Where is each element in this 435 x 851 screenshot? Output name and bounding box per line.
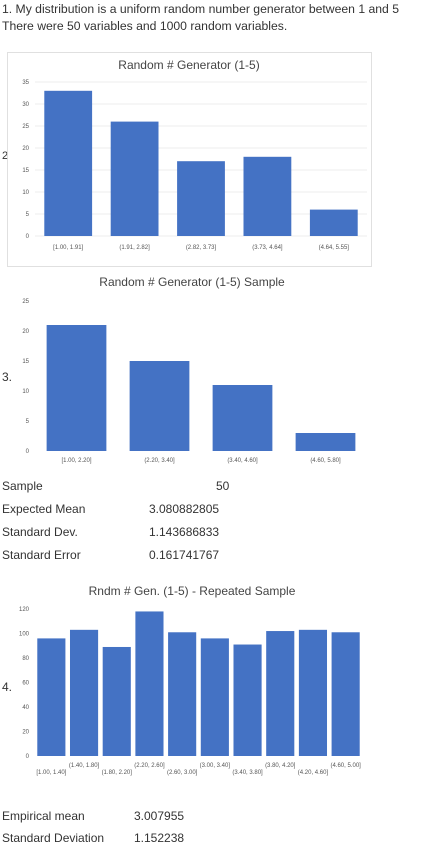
x-tick-label: (4.60, 5.80] <box>310 458 341 464</box>
empirical-mean-label: Empirical mean <box>2 809 85 823</box>
sample-value: 50 <box>216 479 230 493</box>
intro-line-1: 1. My distribution is a uniform random n… <box>2 2 399 16</box>
bar <box>129 361 190 451</box>
y-tick-label: 0 <box>26 754 30 760</box>
y-tick-label: 30 <box>22 102 29 108</box>
chart-2-title: Random # Generator (1-5) Sample <box>99 275 285 289</box>
bar <box>37 638 66 756</box>
y-tick-label: 40 <box>22 705 29 711</box>
y-tick-label: 25 <box>22 124 29 130</box>
x-tick-label: (3.80, 4.20] <box>265 763 296 769</box>
bar <box>233 644 262 756</box>
bar <box>69 629 99 756</box>
standard-error-label: Standard Error <box>2 548 81 562</box>
y-tick-label: 20 <box>22 730 29 736</box>
x-tick-label: [1.00, 1.91] <box>53 245 83 251</box>
section-marker-2: 2. <box>2 150 12 162</box>
bar <box>135 611 164 756</box>
expected-mean-value: 3.080882805 <box>149 502 220 516</box>
y-tick-label: 80 <box>22 656 29 662</box>
bar <box>266 631 295 756</box>
standard-error-value: 0.161741767 <box>149 548 220 562</box>
chart-1-title: Random # Generator (1-5) <box>118 58 259 72</box>
standard-dev-value: 1.143686833 <box>149 525 220 539</box>
x-tick-label: (2.82, 3.73] <box>186 245 217 251</box>
x-tick-label: (3.40, 4.60] <box>227 458 258 464</box>
x-tick-label: (3.40, 3.80] <box>232 770 263 776</box>
bar <box>309 209 358 236</box>
chart-3: Rndm # Gen. (1-5) - Repeated Sample 0 20 4… <box>19 584 361 776</box>
y-tick-label: 35 <box>22 80 29 86</box>
x-tick-label: (4.60, 5.00] <box>330 763 361 769</box>
y-tick-label: 120 <box>19 607 30 613</box>
y-tick-label: 20 <box>22 329 29 335</box>
standard-deviation-value: 1.152238 <box>134 831 185 845</box>
x-tick-label: (2.20, 2.60] <box>134 763 165 769</box>
empirical-mean-value: 3.007955 <box>134 809 185 823</box>
x-tick-label: (4.20, 4.60] <box>298 770 329 776</box>
y-tick-label: 0 <box>26 449 30 455</box>
section-marker-4: 4. <box>2 680 13 694</box>
x-tick-label: [1.00, 1.40] <box>36 770 66 776</box>
sample-label: Sample <box>2 479 43 493</box>
y-tick-label: 10 <box>22 190 29 196</box>
bar <box>168 632 197 756</box>
x-tick-label: (2.60, 3.00] <box>167 770 198 776</box>
x-tick-label: (4.64, 5.55] <box>319 245 350 251</box>
y-tick-label: 5 <box>26 212 30 218</box>
bar <box>110 121 159 236</box>
chart-3-title: Rndm # Gen. (1-5) - Repeated Sample <box>89 584 296 598</box>
bar <box>46 325 107 451</box>
standard-dev-label: Standard Dev. <box>2 525 78 539</box>
y-tick-label: 25 <box>22 299 29 305</box>
y-tick-label: 0 <box>26 234 30 240</box>
x-tick-label: (3.00, 3.40] <box>200 763 231 769</box>
y-tick-label: 15 <box>22 359 29 365</box>
y-tick-label: 15 <box>22 168 29 174</box>
bar <box>177 161 225 236</box>
y-tick-label: 5 <box>26 419 30 425</box>
bar <box>200 638 229 756</box>
bar <box>243 156 292 236</box>
bar <box>295 433 356 451</box>
bar <box>44 90 93 236</box>
x-tick-label: [1.00, 2.20] <box>61 458 91 464</box>
expected-mean-label: Expected Mean <box>2 502 86 516</box>
x-tick-label: (1.40, 1.80] <box>69 763 100 769</box>
x-tick-label: (1.80, 2.20] <box>102 770 133 776</box>
y-tick-label: 10 <box>22 389 29 395</box>
y-tick-label: 60 <box>22 681 29 687</box>
bar <box>331 632 360 756</box>
section-marker-3: 3. <box>2 370 13 384</box>
bar <box>212 385 273 451</box>
chart-1: Random # Generator (1-5) 0 5 10 15 20 25 30 35 [… <box>7 52 372 267</box>
x-tick-label: (3.73, 4.64] <box>252 245 283 251</box>
standard-deviation-label: Standard Deviation <box>2 831 105 845</box>
bar <box>298 629 328 756</box>
y-tick-label: 20 <box>22 146 29 152</box>
intro-line-2: There were 50 variables and 1000 random … <box>2 19 288 33</box>
chart-2: Random # Generator (1-5) Sample 0 5 10 15 20… <box>22 275 356 464</box>
x-tick-label: (2.20, 3.40] <box>144 458 175 464</box>
x-tick-label: (1.91, 2.82] <box>119 245 150 251</box>
y-tick-label: 100 <box>19 632 30 638</box>
bar <box>102 646 131 756</box>
